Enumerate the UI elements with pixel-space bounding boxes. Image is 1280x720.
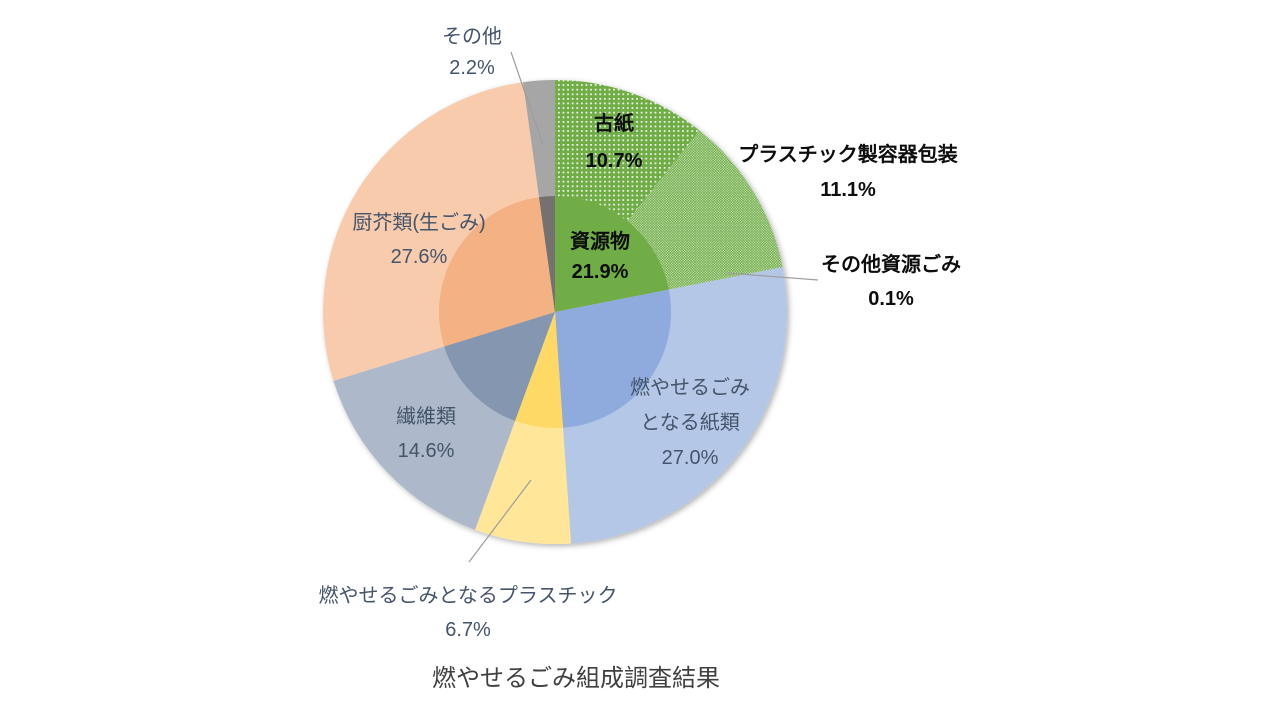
label-kamirui: 燃やせるごみ となる紙類 27.0% <box>630 371 750 476</box>
label-kamirui-pct: 27.0% <box>661 447 719 469</box>
label-seni: 繊維類 14.6% <box>396 400 456 468</box>
label-sonota-pct: 2.2% <box>449 57 495 79</box>
slice-inner-燃やせるごみとなる紙類 <box>555 289 672 428</box>
leader-lines <box>468 51 819 563</box>
slice-inner-繊維類 <box>444 312 555 421</box>
label-kamirui-line2: となる紙類 <box>640 412 740 434</box>
label-pla-container-pct: 11.1% <box>820 179 876 201</box>
label-koshi-pct: 10.7% <box>585 150 643 172</box>
slice-inner-燃やせるごみとなるプラスチック <box>515 312 564 428</box>
label-seni-name: 繊維類 <box>396 406 456 428</box>
label-sonota: その他 2.2% <box>442 22 502 84</box>
label-chukai-pct: 27.6% <box>390 246 448 268</box>
label-pla-container-name: プラスチック製容器包装 <box>738 144 958 166</box>
label-sonota-shigen: その他資源ごみ 0.1% <box>821 248 961 316</box>
label-shigenbutsu: 資源物 21.9% <box>570 227 630 287</box>
label-pla-burnable-name: 燃やせるごみとなるプラスチック <box>318 585 618 607</box>
label-chukai: 厨芥類(生ごみ) 27.6% <box>352 206 485 274</box>
label-shigenbutsu-pct: 21.9% <box>571 261 629 283</box>
slice-inner-その他 <box>539 196 555 312</box>
label-sonota-shigen-name: その他資源ごみ <box>821 254 961 276</box>
label-kamirui-line1: 燃やせるごみ <box>630 377 750 399</box>
label-koshi-name: 古紙 <box>594 113 634 135</box>
label-sonota-shigen-pct: 0.1% <box>868 288 914 310</box>
label-pla-burnable-pct: 6.7% <box>445 619 491 641</box>
label-seni-pct: 14.6% <box>397 440 455 462</box>
label-chukai-name: 厨芥類(生ごみ) <box>352 212 486 234</box>
pie-slices <box>322 80 787 545</box>
label-shigenbutsu-name: 資源物 <box>570 231 630 253</box>
chart-title: 燃やせるごみ組成調査結果 <box>432 665 720 692</box>
label-pla-burnable: 燃やせるごみとなるプラスチック 6.7% <box>319 579 618 647</box>
slice-inner-資源物 <box>555 196 669 312</box>
label-koshi: 古紙 10.7% <box>586 106 643 180</box>
label-pla-container: プラスチック製容器包装 11.1% <box>738 138 958 208</box>
label-sonota-name: その他 <box>442 26 502 48</box>
slice-inner-厨芥類(生ごみ) <box>439 197 555 347</box>
